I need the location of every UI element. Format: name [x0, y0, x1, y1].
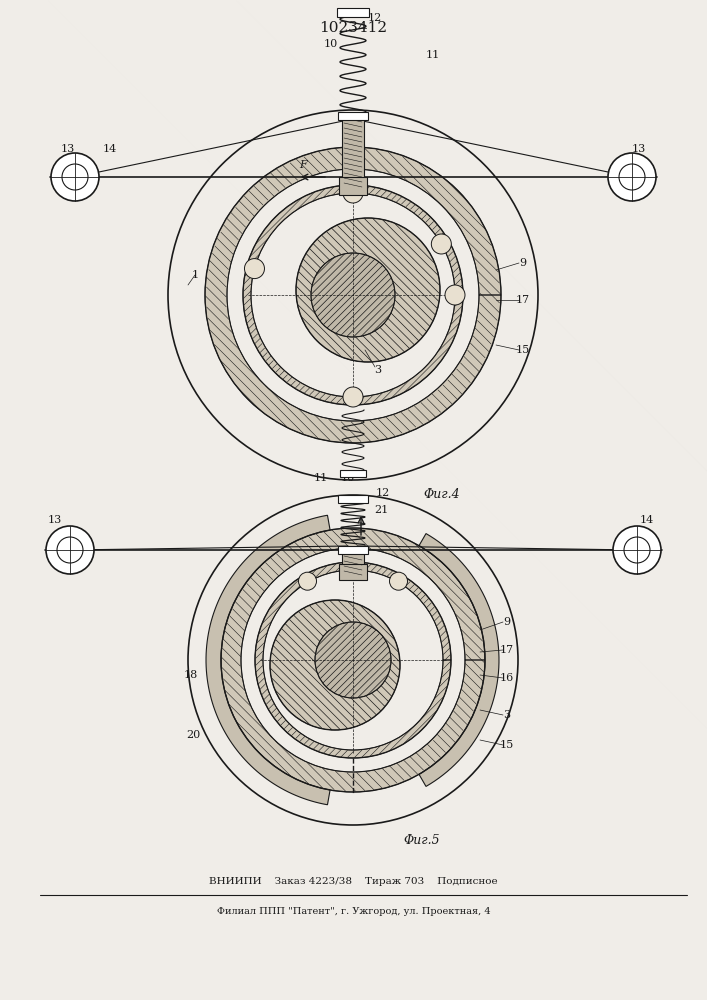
Text: 11: 11: [314, 473, 328, 483]
Text: 17: 17: [516, 295, 530, 305]
Polygon shape: [221, 528, 485, 792]
Text: 1023412: 1023412: [320, 21, 387, 35]
Polygon shape: [243, 185, 463, 405]
Text: 20: 20: [186, 730, 200, 740]
Text: 12: 12: [376, 488, 390, 498]
Polygon shape: [205, 147, 501, 443]
Circle shape: [57, 537, 83, 563]
Text: Φиг.5: Φиг.5: [403, 834, 440, 846]
Text: 13: 13: [61, 144, 75, 154]
Circle shape: [298, 572, 317, 590]
Polygon shape: [255, 562, 451, 758]
Circle shape: [270, 600, 400, 730]
Text: 13: 13: [48, 515, 62, 525]
Circle shape: [343, 387, 363, 407]
Text: 3: 3: [375, 365, 382, 375]
Text: Φиг.4: Φиг.4: [423, 488, 460, 502]
Text: 9: 9: [503, 617, 510, 627]
Text: 18: 18: [184, 670, 198, 680]
Circle shape: [62, 164, 88, 190]
Circle shape: [51, 153, 99, 201]
Text: Филиал ППП "Патент", г. Ужгород, ул. Проектная, 4: Филиал ППП "Патент", г. Ужгород, ул. Про…: [216, 908, 491, 916]
Text: 12: 12: [368, 13, 382, 23]
Text: F: F: [299, 160, 307, 170]
Circle shape: [390, 572, 407, 590]
Circle shape: [624, 537, 650, 563]
Circle shape: [311, 253, 395, 337]
Text: 15: 15: [516, 345, 530, 355]
Text: 14: 14: [103, 144, 117, 154]
FancyBboxPatch shape: [338, 495, 368, 503]
Text: ВНИИПИ    Заказ 4223/38    Тираж 703    Подписное: ВНИИПИ Заказ 4223/38 Тираж 703 Подписное: [209, 878, 498, 886]
Circle shape: [431, 234, 451, 254]
Circle shape: [296, 218, 440, 362]
Circle shape: [619, 164, 645, 190]
FancyBboxPatch shape: [339, 177, 367, 195]
FancyBboxPatch shape: [337, 7, 369, 16]
Circle shape: [46, 526, 94, 574]
Polygon shape: [419, 534, 499, 786]
Text: 9: 9: [520, 258, 527, 268]
Text: 3: 3: [503, 710, 510, 720]
FancyBboxPatch shape: [338, 546, 368, 554]
FancyBboxPatch shape: [339, 564, 367, 580]
Circle shape: [445, 285, 465, 305]
Text: 10: 10: [341, 473, 355, 483]
Text: 10: 10: [324, 39, 338, 49]
Text: 17: 17: [500, 645, 514, 655]
Text: 16: 16: [500, 673, 514, 683]
FancyBboxPatch shape: [342, 115, 364, 190]
Circle shape: [613, 526, 661, 574]
Circle shape: [315, 622, 391, 698]
Text: 11: 11: [426, 50, 440, 60]
Text: 14: 14: [640, 515, 654, 525]
Circle shape: [608, 153, 656, 201]
Polygon shape: [206, 515, 330, 805]
Circle shape: [343, 183, 363, 203]
Circle shape: [245, 259, 264, 279]
Text: 1: 1: [192, 270, 199, 280]
FancyBboxPatch shape: [338, 112, 368, 120]
Text: 21: 21: [374, 505, 388, 515]
Text: 15: 15: [500, 740, 514, 750]
FancyBboxPatch shape: [342, 553, 364, 577]
Text: 13: 13: [632, 144, 646, 154]
FancyBboxPatch shape: [340, 470, 366, 477]
